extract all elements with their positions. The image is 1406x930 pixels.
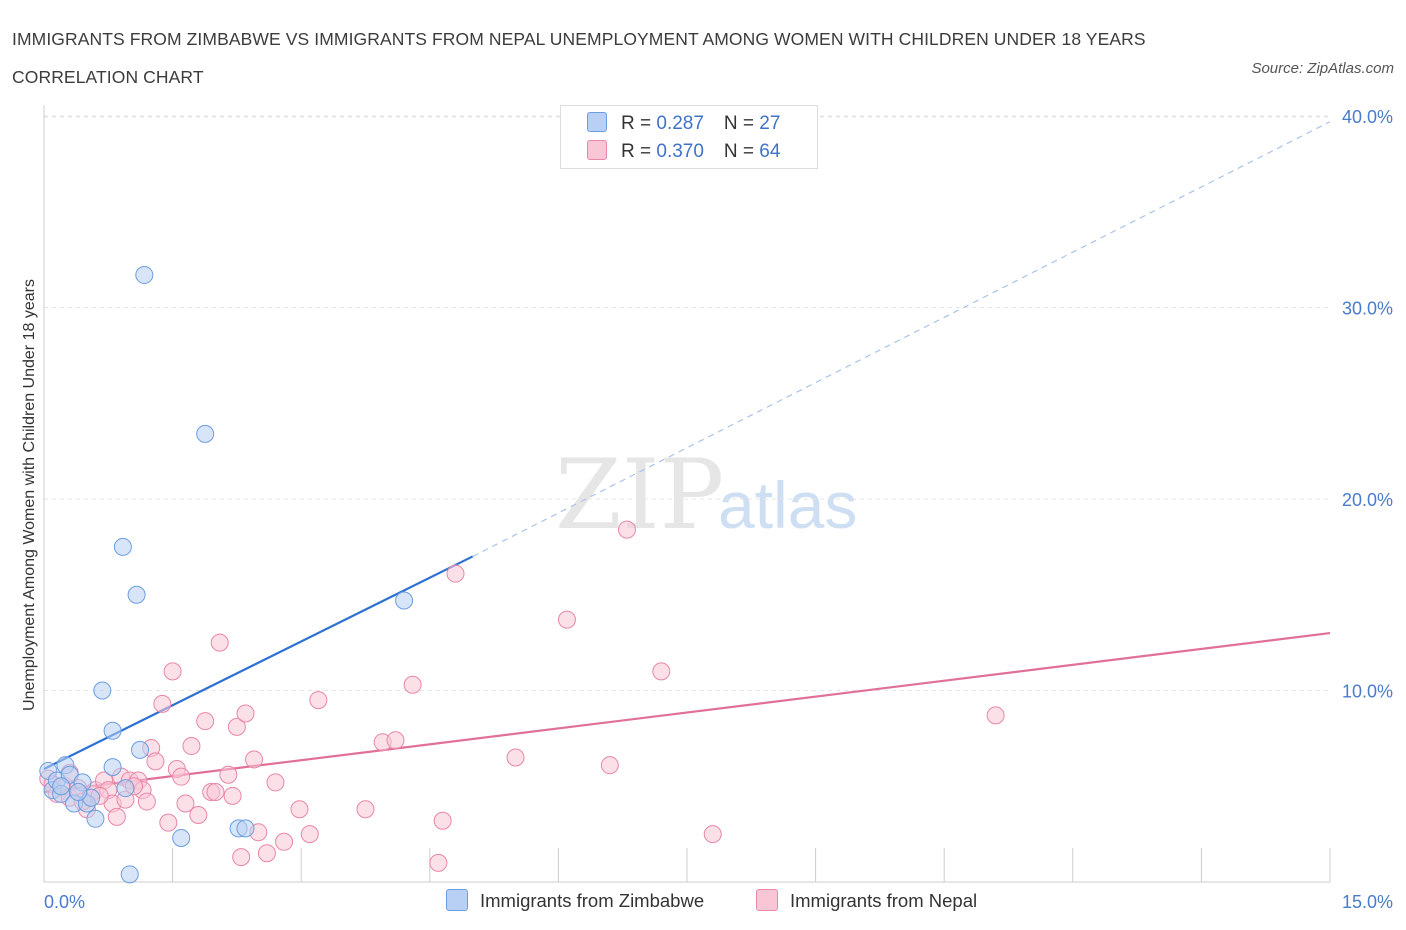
nepal-point [189, 805, 208, 824]
nepal-point [266, 773, 285, 792]
tick-labels: 10.0% 20.0% 30.0% 40.0% 0.0% 15.0% [44, 107, 1393, 912]
correlation-legend: R = 0.287 N = 27 R = 0.370 N = 64 [560, 105, 818, 169]
nepal-point [257, 844, 276, 863]
source-label: Source: ZipAtlas.com [1251, 60, 1394, 77]
nepal-point [176, 794, 195, 813]
zimbabwe-point [120, 865, 139, 884]
nepal-point [159, 813, 178, 832]
watermark-zip: ZIP [555, 439, 724, 551]
nepal-point [506, 748, 525, 767]
grid-lines [44, 115, 1330, 691]
nepal-point [600, 756, 619, 775]
n-label: N = [723, 141, 760, 162]
legend-item-nepal: Immigrants from Nepal [756, 889, 977, 912]
nepal-point [446, 564, 465, 583]
zimbabwe-point [93, 681, 112, 700]
nepal-swatch [587, 140, 607, 160]
nepal-point [210, 633, 229, 652]
r-value: 0.370 [656, 141, 704, 162]
data-points [39, 265, 1005, 884]
nepal-point [196, 712, 215, 731]
nepal-point [309, 691, 328, 710]
legend-row-nepal: R = 0.370 N = 64 [587, 140, 780, 168]
nepal-point [617, 520, 636, 539]
nepal-point [223, 786, 242, 805]
zimbabwe-point [52, 777, 71, 796]
nepal-point [236, 704, 255, 723]
nepal-point [107, 807, 126, 826]
nepal-point [146, 752, 165, 771]
x-tick-label: 0.0% [44, 892, 85, 912]
nepal-point [206, 782, 225, 801]
r-value: 0.287 [656, 113, 704, 134]
nepal-point [163, 662, 182, 681]
zimbabwe-point [395, 591, 414, 610]
nepal-point [433, 811, 452, 830]
nepal-point [386, 731, 405, 750]
zimbabwe-point [131, 740, 150, 759]
nepal-point [172, 767, 191, 786]
n-label: N = [723, 113, 760, 134]
y-tick-label: 20.0% [1342, 490, 1393, 510]
nepal-point [227, 717, 246, 736]
nepal-swatch [756, 889, 778, 911]
zimbabwe-trend-extension [472, 121, 1331, 557]
y-tick-label: 10.0% [1342, 682, 1393, 702]
nepal-point [245, 750, 264, 769]
y-tick-label: 30.0% [1342, 299, 1393, 319]
x-tick-label: 15.0% [1342, 892, 1393, 912]
nepal-point [356, 800, 375, 819]
legend-item-zimbabwe: Immigrants from Zimbabwe [446, 889, 704, 912]
zimbabwe-point [127, 585, 146, 604]
n-value: 27 [759, 113, 781, 134]
zimbabwe-point [196, 424, 215, 443]
nepal-point [652, 662, 671, 681]
y-tick-label: 40.0% [1342, 107, 1393, 127]
zimbabwe-swatch [446, 889, 468, 911]
legend-label-nepal: Immigrants from Nepal [790, 890, 978, 911]
nepal-point [429, 853, 448, 872]
zimbabwe-point [103, 721, 122, 740]
r-label: R = [621, 141, 657, 162]
axes [43, 105, 1331, 883]
nepal-point [219, 765, 238, 784]
legend-label-zimbabwe: Immigrants from Zimbabwe [480, 890, 705, 911]
zimbabwe-point [69, 782, 88, 801]
zimbabwe-point [86, 809, 105, 828]
zimbabwe-point [103, 758, 122, 777]
nepal-point [275, 832, 294, 851]
nepal-point [290, 800, 309, 819]
zimbabwe-point [172, 828, 191, 847]
nepal-point [557, 610, 576, 629]
nepal-point [137, 792, 156, 811]
zimbabwe-swatch [587, 112, 607, 132]
nepal-point [986, 706, 1005, 725]
zimbabwe-point [236, 819, 255, 838]
watermark-atlas: atlas [718, 468, 857, 542]
nepal-point [153, 694, 172, 713]
zimbabwe-point [135, 265, 154, 284]
watermark: ZIP atlas [555, 439, 857, 551]
nepal-point [403, 675, 422, 694]
nepal-point [300, 825, 319, 844]
nepal-point [182, 737, 201, 756]
n-value: 64 [759, 141, 781, 162]
chart-title: IMMIGRANTS FROM ZIMBABWE VS IMMIGRANTS F… [12, 29, 1146, 87]
legend-row-zimbabwe: R = 0.287 N = 27 [587, 112, 780, 140]
nepal-point [703, 825, 722, 844]
r-label: R = [621, 113, 657, 134]
nepal-point [232, 848, 251, 867]
zimbabwe-point [116, 779, 135, 798]
zimbabwe-point [113, 537, 132, 556]
